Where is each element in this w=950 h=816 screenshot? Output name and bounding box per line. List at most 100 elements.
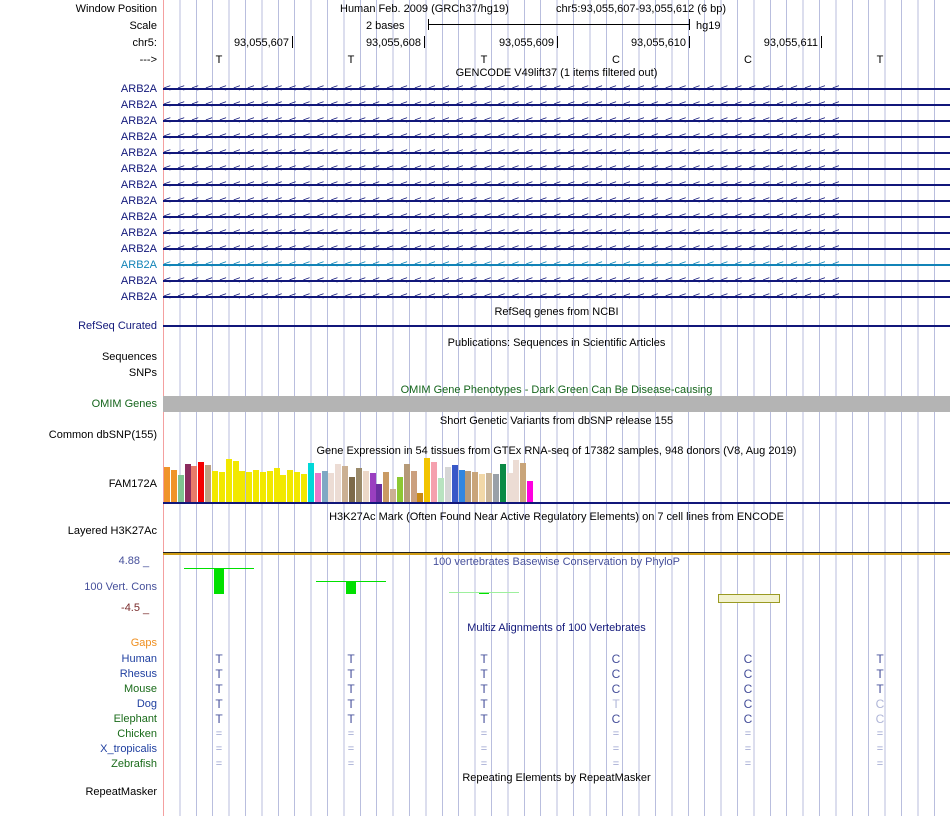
multiz-species-label[interactable]: Dog <box>136 698 157 710</box>
gene-label-arb2a[interactable]: ARB2A <box>120 195 157 207</box>
gencode-transcript-row[interactable]: <<<<<<<<<<<<<<<<<<<<<<<<<<<<<<<<<<<<<<<<… <box>163 97 950 113</box>
multiz-species-label[interactable]: Chicken <box>117 728 157 740</box>
label-fam172a[interactable]: FAM172A <box>108 478 157 490</box>
gtex-tissue-bar[interactable] <box>266 471 273 502</box>
phylop-negative-bar[interactable] <box>718 594 780 603</box>
gene-label-arb2a[interactable]: ARB2A <box>120 259 157 271</box>
gtex-expression-barchart[interactable] <box>164 458 544 502</box>
gencode-transcript-row[interactable]: <<<<<<<<<<<<<<<<<<<<<<<<<<<<<<<<<<<<<<<<… <box>163 113 950 129</box>
gene-label-arb2a[interactable]: ARB2A <box>120 227 157 239</box>
label-snps[interactable]: SNPs <box>128 367 157 379</box>
label-repeatmasker[interactable]: RepeatMasker <box>85 786 157 798</box>
gtex-tissue-bar[interactable] <box>205 465 212 502</box>
gencode-transcript-row[interactable]: <<<<<<<<<<<<<<<<<<<<<<<<<<<<<<<<<<<<<<<<… <box>163 161 950 177</box>
refseq-gene-line[interactable] <box>163 325 950 327</box>
gene-label-arb2a[interactable]: ARB2A <box>120 291 157 303</box>
gene-label-arb2a[interactable]: ARB2A <box>120 99 157 111</box>
gtex-tissue-bar[interactable] <box>390 489 397 502</box>
gtex-tissue-bar[interactable] <box>417 493 424 502</box>
gtex-tissue-bar[interactable] <box>438 478 444 502</box>
multiz-species-label[interactable]: X_tropicalis <box>100 743 157 755</box>
gtex-tissue-bar[interactable] <box>362 471 369 502</box>
phylop-positive-bar[interactable] <box>479 592 489 594</box>
gene-label-arb2a[interactable]: ARB2A <box>120 243 157 255</box>
gtex-tissue-bar[interactable] <box>314 473 321 502</box>
gtex-tissue-bar[interactable] <box>246 472 253 502</box>
gene-label-arb2a[interactable]: ARB2A <box>120 163 157 175</box>
gtex-tissue-bar[interactable] <box>355 468 362 502</box>
multiz-species-label[interactable]: Zebrafish <box>111 758 157 770</box>
gencode-transcript-row[interactable]: <<<<<<<<<<<<<<<<<<<<<<<<<<<<<<<<<<<<<<<<… <box>163 257 950 273</box>
gtex-tissue-bar[interactable] <box>383 472 390 502</box>
gene-label-arb2a[interactable]: ARB2A <box>120 211 157 223</box>
gene-label-arb2a[interactable]: ARB2A <box>120 275 157 287</box>
multiz-species-label[interactable]: Elephant <box>113 713 157 725</box>
gencode-transcript-row[interactable]: <<<<<<<<<<<<<<<<<<<<<<<<<<<<<<<<<<<<<<<<… <box>163 193 950 209</box>
gtex-tissue-bar[interactable] <box>451 465 458 502</box>
gtex-tissue-bar[interactable] <box>301 474 307 502</box>
gtex-tissue-bar[interactable] <box>328 473 335 502</box>
gencode-transcript-row[interactable]: <<<<<<<<<<<<<<<<<<<<<<<<<<<<<<<<<<<<<<<<… <box>163 289 950 305</box>
gtex-tissue-bar[interactable] <box>184 464 191 502</box>
gtex-tissue-bar[interactable] <box>376 484 383 502</box>
gtex-tissue-bar[interactable] <box>239 471 246 502</box>
gtex-tissue-bar[interactable] <box>335 464 342 502</box>
gtex-tissue-bar[interactable] <box>410 471 417 502</box>
gene-label-arb2a[interactable]: ARB2A <box>120 83 157 95</box>
gtex-tissue-bar[interactable] <box>520 463 527 502</box>
gtex-tissue-bar[interactable] <box>177 475 184 502</box>
label-layered-h3k27ac[interactable]: Layered H3K27Ac <box>67 525 157 537</box>
gencode-transcript-row[interactable]: <<<<<<<<<<<<<<<<<<<<<<<<<<<<<<<<<<<<<<<<… <box>163 225 950 241</box>
gtex-tissue-bar[interactable] <box>499 464 506 502</box>
gtex-tissue-bar[interactable] <box>170 470 177 502</box>
gtex-tissue-bar[interactable] <box>485 473 492 502</box>
gtex-tissue-bar[interactable] <box>458 470 465 502</box>
phylop-positive-bar[interactable] <box>214 568 224 594</box>
gtex-tissue-bar[interactable] <box>273 468 280 502</box>
label-sequences[interactable]: Sequences <box>101 351 157 363</box>
gtex-tissue-bar[interactable] <box>444 467 451 502</box>
gtex-tissue-bar[interactable] <box>431 462 438 502</box>
gtex-tissue-bar[interactable] <box>321 471 328 502</box>
gencode-transcript-row[interactable]: <<<<<<<<<<<<<<<<<<<<<<<<<<<<<<<<<<<<<<<<… <box>163 177 950 193</box>
gtex-tissue-bar[interactable] <box>506 473 513 502</box>
multiz-species-label[interactable]: Rhesus <box>119 668 157 680</box>
gencode-transcript-row[interactable]: <<<<<<<<<<<<<<<<<<<<<<<<<<<<<<<<<<<<<<<<… <box>163 145 950 161</box>
gtex-tissue-bar[interactable] <box>287 470 294 502</box>
gtex-tissue-bar[interactable] <box>259 472 266 502</box>
gencode-transcript-row[interactable]: <<<<<<<<<<<<<<<<<<<<<<<<<<<<<<<<<<<<<<<<… <box>163 241 950 257</box>
omim-gene-band[interactable] <box>163 396 950 412</box>
phylop-positive-bar[interactable] <box>346 581 356 594</box>
gtex-tissue-bar[interactable] <box>465 471 472 502</box>
gencode-transcript-row[interactable]: <<<<<<<<<<<<<<<<<<<<<<<<<<<<<<<<<<<<<<<<… <box>163 81 950 97</box>
label-refseq-curated[interactable]: RefSeq Curated <box>78 320 157 332</box>
gtex-tissue-bar[interactable] <box>198 462 205 502</box>
gtex-tissue-bar[interactable] <box>225 459 232 502</box>
multiz-species-label[interactable]: Mouse <box>123 683 157 695</box>
gtex-tissue-bar[interactable] <box>280 475 287 502</box>
gene-label-arb2a[interactable]: ARB2A <box>120 131 157 143</box>
gtex-tissue-bar[interactable] <box>191 466 198 502</box>
gene-label-arb2a[interactable]: ARB2A <box>120 179 157 191</box>
gtex-tissue-bar[interactable] <box>164 467 170 502</box>
gene-label-arb2a[interactable]: ARB2A <box>120 147 157 159</box>
gtex-tissue-bar[interactable] <box>424 458 431 502</box>
gtex-tissue-bar[interactable] <box>527 481 534 502</box>
label-common-dbsnp[interactable]: Common dbSNP(155) <box>48 429 157 441</box>
gtex-tissue-bar[interactable] <box>218 472 225 502</box>
gtex-tissue-bar[interactable] <box>403 464 410 502</box>
label-100vert-cons[interactable]: 100 Vert. Cons <box>84 581 157 593</box>
gtex-tissue-bar[interactable] <box>513 460 520 502</box>
gtex-tissue-bar[interactable] <box>342 466 349 502</box>
gene-label-arb2a[interactable]: ARB2A <box>120 115 157 127</box>
gtex-tissue-bar[interactable] <box>253 470 260 502</box>
gencode-transcript-row[interactable]: <<<<<<<<<<<<<<<<<<<<<<<<<<<<<<<<<<<<<<<<… <box>163 273 950 289</box>
gtex-tissue-bar[interactable] <box>348 477 355 502</box>
gtex-tissue-bar[interactable] <box>211 471 218 502</box>
gtex-tissue-bar[interactable] <box>492 474 499 502</box>
label-omim-genes[interactable]: OMIM Genes <box>91 398 157 410</box>
gtex-tissue-bar[interactable] <box>369 473 376 502</box>
gtex-tissue-bar[interactable] <box>472 472 479 502</box>
gtex-tissue-bar[interactable] <box>307 463 314 502</box>
